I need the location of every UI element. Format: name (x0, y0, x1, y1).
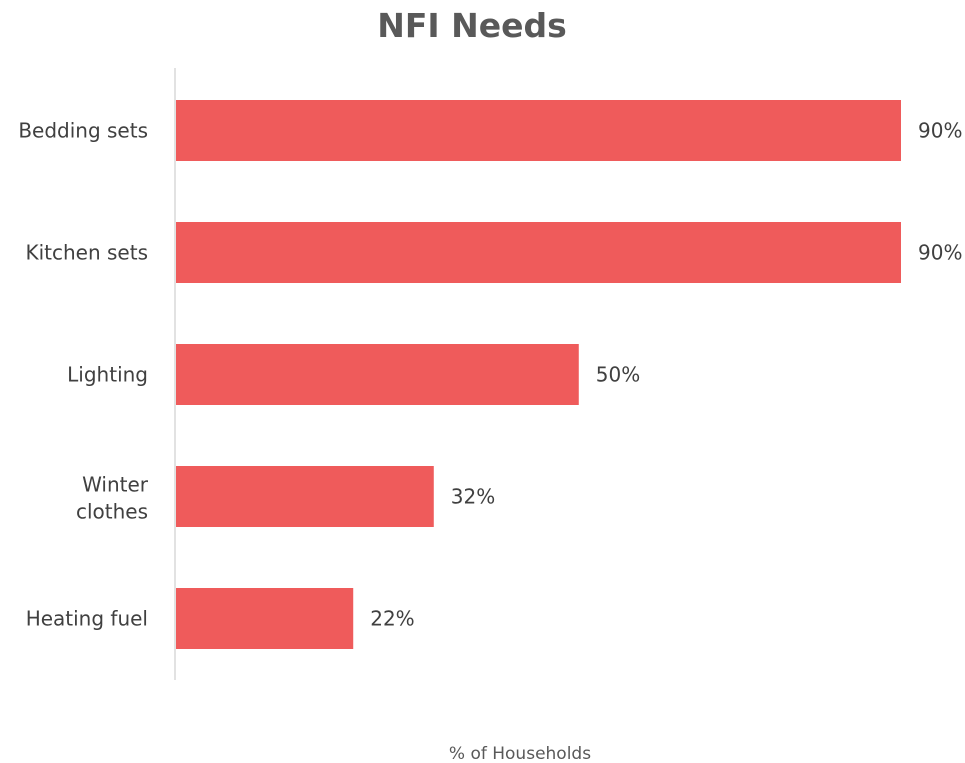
bar-kitchen-sets (176, 222, 901, 283)
bar-winter-clothes (176, 466, 434, 527)
category-label-heating-fuel: Heating fuel (26, 607, 148, 631)
category-label-lighting: Lighting (67, 363, 148, 387)
value-label-kitchen-sets: 90% (918, 241, 962, 265)
x-axis-title: % of Households (449, 744, 591, 763)
bar-bedding-sets (176, 100, 901, 161)
labels-layer: Bedding sets 90% Kitchen sets 90% Lighting 50… (18, 119, 962, 631)
bars-layer (176, 100, 901, 649)
chart-title: NFI Needs (377, 6, 567, 45)
value-label-winter-clothes: 32% (451, 485, 495, 509)
bar-heating-fuel (176, 588, 354, 649)
value-label-bedding-sets: 90% (918, 119, 962, 143)
category-label-winter-clothes: Winter clothes (76, 473, 149, 524)
category-label-kitchen-sets: Kitchen sets (25, 241, 148, 265)
bar-lighting (176, 344, 579, 405)
value-label-heating-fuel: 22% (370, 607, 414, 631)
value-label-lighting: 50% (596, 363, 640, 387)
category-label-bedding-sets: Bedding sets (18, 119, 148, 143)
